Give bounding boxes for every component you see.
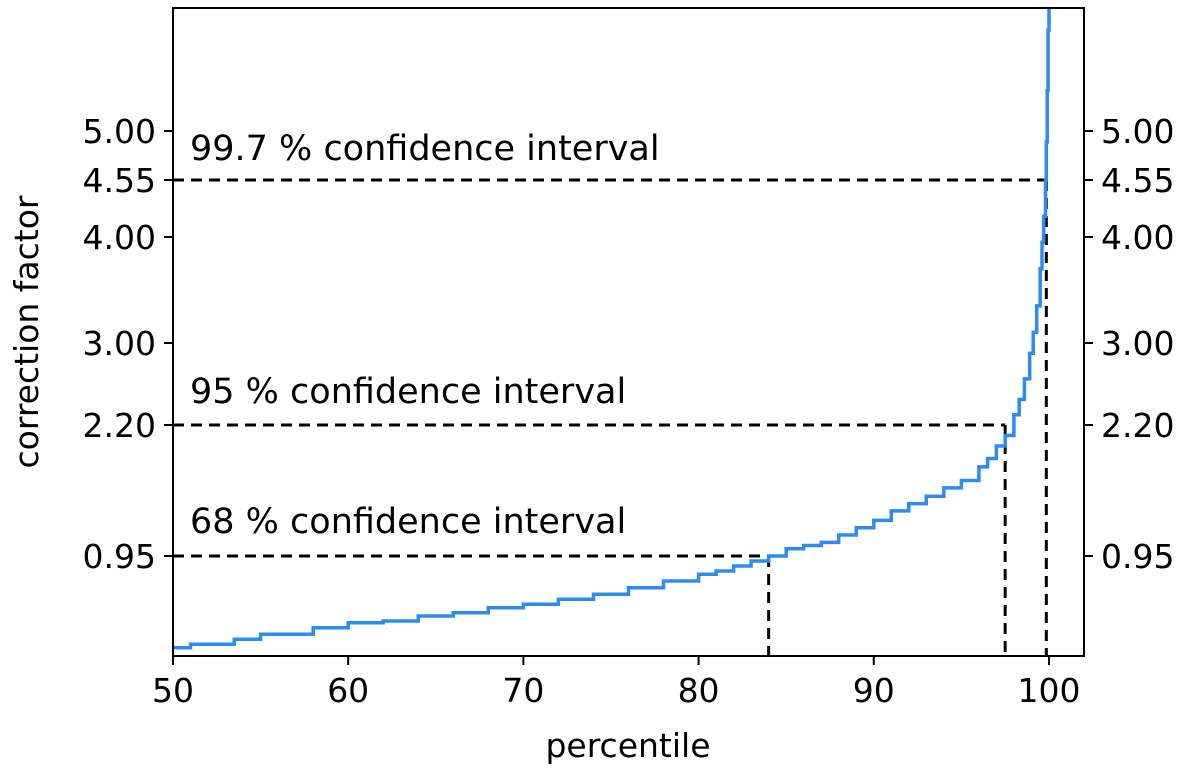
annotation-95-label: 95 % confidence interval [190,372,626,412]
x-tick-label-100: 100 [1017,671,1080,710]
y-tick-label-left-3.00: 3.00 [83,324,156,363]
y-tick-label-left-0.95: 0.95 [83,537,156,576]
ticks-layer: 50 60 70 80 90 100 0.95 2.20 3.00 4.00 4.55 5.00 0.9… [83,112,1175,710]
y-tick-label-right-4.55: 4.55 [1101,161,1174,200]
y-tick-label-left-4.55: 4.55 [83,161,156,200]
reference-lines [173,178,1048,656]
y-tick-label-right-4.00: 4.00 [1101,218,1174,257]
x-tick-label-50: 50 [152,671,194,710]
x-tick-label-90: 90 [853,671,895,710]
annotation-68-label: 68 % confidence interval [190,502,626,542]
y-tick-label-right-5.00: 5.00 [1101,112,1174,151]
y-tick-label-right-3.00: 3.00 [1101,324,1174,363]
x-axis-label: percentile [545,726,710,765]
annotation-99-7-label: 99.7 % confidence interval [190,129,660,169]
series-line-0 [173,8,1051,650]
plot-frame [172,7,1085,657]
y-tick-label-left-5.00: 5.00 [83,112,156,151]
x-tick-label-70: 70 [502,671,544,710]
y-tick-label-left-4.00: 4.00 [83,218,156,257]
x-tick-label-60: 60 [327,671,369,710]
y-tick-label-right-0.95: 0.95 [1101,537,1174,576]
y-tick-label-left-2.20: 2.20 [83,406,156,445]
x-tick-label-80: 80 [678,671,720,710]
series-layer [173,8,1051,650]
y-tick-label-right-2.20: 2.20 [1101,406,1174,445]
y-axis-label: correction factor [7,195,46,468]
